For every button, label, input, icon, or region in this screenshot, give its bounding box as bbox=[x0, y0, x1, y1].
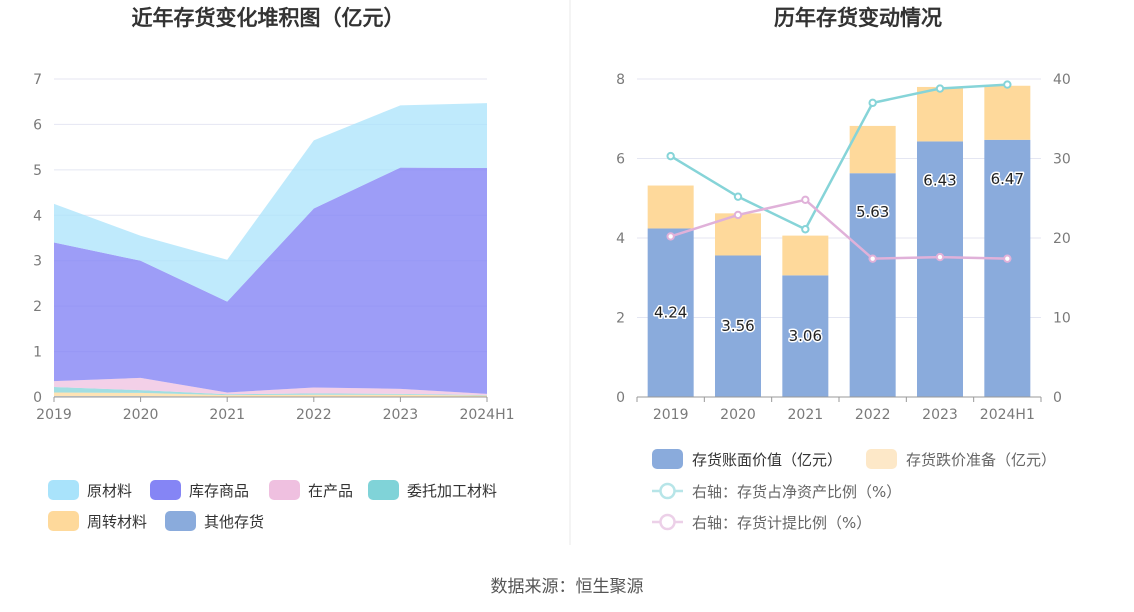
point-ratio_net_assets[interactable] bbox=[801, 225, 810, 234]
line-provision_ratio bbox=[670, 198, 1008, 260]
legend-label-finished_goods[interactable]: 库存商品 bbox=[189, 482, 249, 500]
legend-label-other[interactable]: 其他存货 bbox=[204, 513, 264, 531]
bar-value-label: 6.43 bbox=[923, 171, 956, 189]
bar-impairment[interactable] bbox=[647, 185, 694, 229]
area-turnover bbox=[54, 392, 487, 397]
bar-book-value[interactable] bbox=[984, 139, 1031, 397]
y-tick-label: 8 bbox=[616, 72, 625, 88]
bar-value-label: 4.24 bbox=[654, 304, 687, 322]
point-provision_ratio[interactable] bbox=[868, 254, 877, 263]
x-tick-label: 2023 bbox=[383, 407, 419, 423]
right-chart-title: 历年存货变动情况 bbox=[774, 6, 942, 30]
bar-impairment[interactable] bbox=[917, 86, 963, 142]
point-ratio_net_assets[interactable] bbox=[733, 192, 743, 201]
bar-book-value[interactable] bbox=[917, 141, 963, 397]
y-tick-label: 3 bbox=[33, 254, 42, 270]
x-tick-label: 2020 bbox=[123, 407, 159, 423]
area-raw_materials bbox=[54, 103, 487, 302]
area-finished_goods bbox=[54, 167, 487, 394]
x-tick-label: 2020 bbox=[720, 407, 756, 423]
inventory-bar-line-chart: 0 2 4 6 8 0 10 20 30 40 2019 2020 2021 2022 2023 2024H1… bbox=[616, 72, 1071, 423]
x-tick-label: 2019 bbox=[36, 407, 72, 423]
legend-marker-provision_ratio[interactable] bbox=[659, 513, 676, 531]
y-tick-label: 5 bbox=[33, 163, 42, 179]
data-source-label: 数据来源：恒生聚源 bbox=[491, 577, 644, 597]
bar-book-value[interactable] bbox=[849, 173, 896, 397]
y-tick-label: 0 bbox=[33, 390, 42, 406]
y-tick-label: 4 bbox=[616, 231, 625, 247]
point-provision_ratio[interactable] bbox=[733, 210, 743, 220]
legend-swatch-impairment[interactable] bbox=[866, 449, 897, 469]
legend-swatch-turnover[interactable] bbox=[48, 511, 79, 531]
y-tick-label: 2 bbox=[616, 311, 625, 327]
bar-value-label: 5.63 bbox=[856, 203, 889, 221]
stacked-area-chart: 0 1 2 3 4 5 6 7 2019 2020 2021 2022 2023 2024H1 bbox=[33, 72, 514, 423]
area-consigned bbox=[54, 387, 487, 396]
legend-label-wip[interactable]: 在产品 bbox=[308, 482, 353, 500]
bar-impairment[interactable] bbox=[984, 85, 1031, 140]
bar-book-value[interactable] bbox=[715, 255, 761, 397]
legend-swatch-consigned[interactable] bbox=[368, 480, 399, 500]
y-tick-label: 0 bbox=[616, 390, 625, 406]
legend-label-provision_ratio[interactable]: 右轴：存货计提比例（%） bbox=[692, 514, 871, 532]
y-tick-label: 1 bbox=[33, 345, 42, 361]
point-provision_ratio[interactable] bbox=[1003, 254, 1012, 263]
bar-value-label: 3.56 bbox=[721, 317, 754, 335]
point-ratio_net_assets[interactable] bbox=[666, 151, 675, 161]
legend-label-ratio_net_assets[interactable]: 右轴：存货占净资产比例（%） bbox=[692, 483, 901, 501]
left-chart-title: 近年存货变化堆积图（亿元） bbox=[132, 6, 405, 30]
legend-swatch-other[interactable] bbox=[165, 511, 196, 531]
line-ratio_net_assets bbox=[670, 83, 1008, 231]
point-provision_ratio[interactable] bbox=[935, 252, 945, 262]
legend-label-book_value[interactable]: 存货账面价值（亿元） bbox=[692, 451, 842, 469]
legend-swatch-wip[interactable] bbox=[269, 480, 300, 500]
y2-tick-label: 10 bbox=[1053, 311, 1071, 327]
bar-value-label: 3.06 bbox=[789, 327, 822, 345]
legend-swatch-raw_materials[interactable] bbox=[48, 480, 79, 500]
bar-value-label: 6.47 bbox=[991, 170, 1024, 188]
legend-label-turnover[interactable]: 周转材料 bbox=[87, 513, 147, 531]
x-tick-label: 2021 bbox=[209, 407, 245, 423]
point-provision_ratio[interactable] bbox=[666, 232, 675, 241]
point-ratio_net_assets[interactable] bbox=[1003, 80, 1012, 89]
y2-tick-label: 30 bbox=[1053, 152, 1071, 168]
legend-marker-ratio_net_assets[interactable] bbox=[659, 482, 676, 500]
point-provision_ratio[interactable] bbox=[801, 195, 810, 205]
y-tick-label: 6 bbox=[33, 117, 42, 133]
x-tick-label: 2019 bbox=[653, 407, 689, 423]
x-tick-label: 2023 bbox=[922, 407, 958, 423]
bar-impairment[interactable] bbox=[782, 235, 829, 276]
x-tick-label: 2021 bbox=[788, 407, 824, 423]
y2-tick-label: 0 bbox=[1053, 390, 1062, 406]
y-tick-label: 2 bbox=[33, 299, 42, 315]
legend-label-impairment[interactable]: 存货跌价准备（亿元） bbox=[906, 451, 1056, 469]
bar-book-value[interactable] bbox=[647, 228, 694, 397]
legend-label-consigned[interactable]: 委托加工材料 bbox=[407, 482, 497, 500]
y-tick-label: 7 bbox=[33, 72, 42, 88]
legend-label-raw_materials[interactable]: 原材料 bbox=[87, 482, 132, 500]
point-ratio_net_assets[interactable] bbox=[868, 98, 877, 108]
y2-tick-label: 20 bbox=[1053, 231, 1071, 247]
x-tick-label: 2022 bbox=[855, 407, 891, 423]
legend-swatch-book_value[interactable] bbox=[652, 449, 683, 469]
right-legend: 存货账面价值（亿元） 存货跌价准备（亿元） 右轴：存货占净资产比例（%） 右轴：存货计… bbox=[652, 449, 1056, 532]
bar-book-value[interactable] bbox=[782, 275, 829, 397]
area-wip bbox=[54, 377, 487, 396]
y-tick-label: 4 bbox=[33, 208, 42, 224]
y2-tick-label: 40 bbox=[1053, 72, 1071, 88]
x-tick-label: 2024H1 bbox=[980, 407, 1035, 423]
x-tick-label: 2022 bbox=[296, 407, 332, 423]
point-ratio_net_assets[interactable] bbox=[935, 84, 945, 93]
y-tick-label: 6 bbox=[616, 152, 625, 168]
legend-swatch-finished_goods[interactable] bbox=[150, 480, 181, 500]
x-tick-label: 2024H1 bbox=[459, 407, 514, 423]
